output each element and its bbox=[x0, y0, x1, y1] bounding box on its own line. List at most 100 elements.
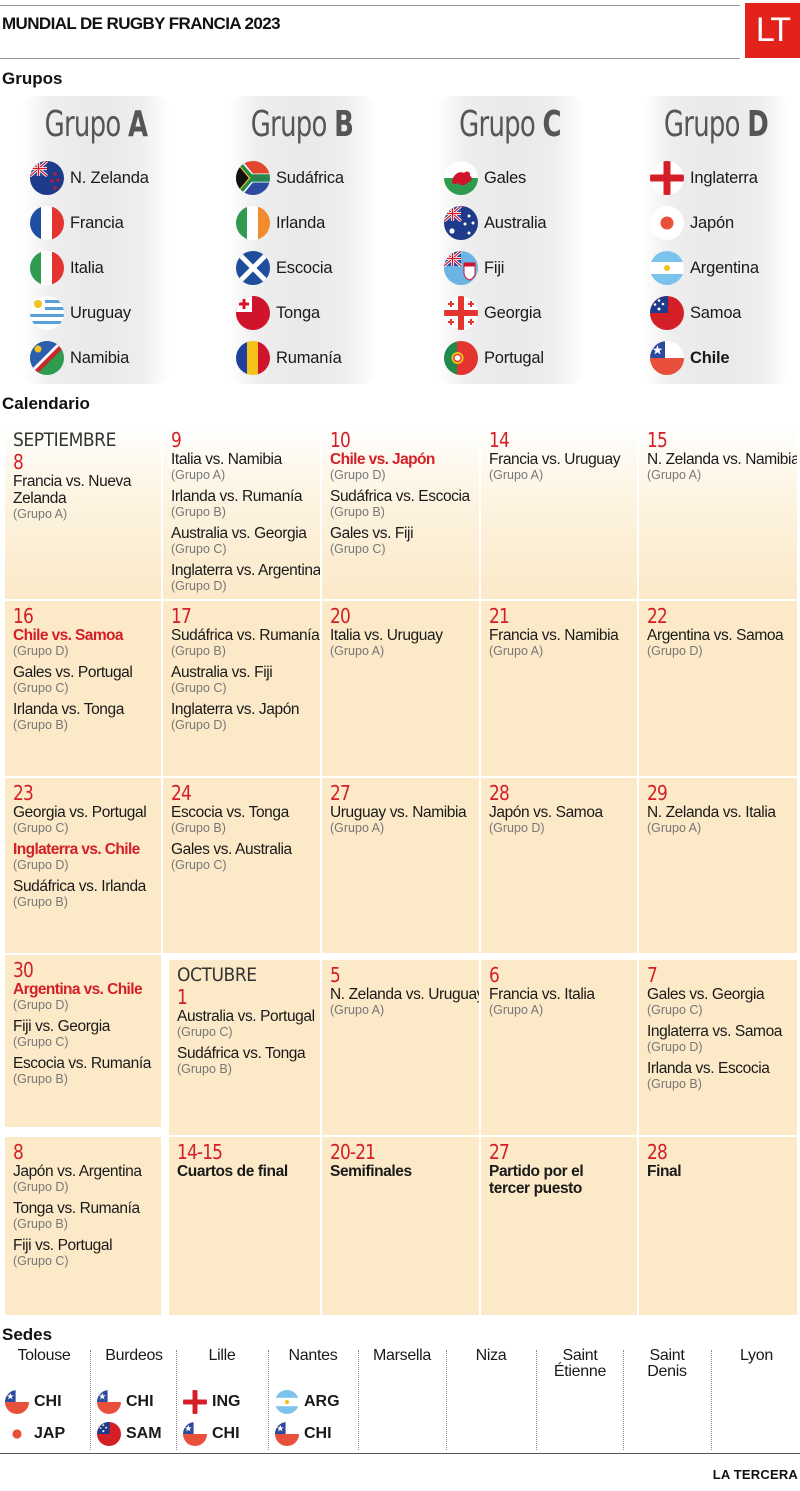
match: Fiji vs. Portugal bbox=[13, 1237, 113, 1254]
georgia-flag-icon bbox=[444, 296, 478, 330]
group-label: Grupo bbox=[44, 104, 122, 145]
venue-team: ARG bbox=[275, 1390, 340, 1414]
south-africa-flag-icon bbox=[236, 161, 270, 195]
match-group: (Grupo A) bbox=[647, 821, 702, 835]
team-item: Francia bbox=[30, 206, 124, 240]
tonga-flag-icon bbox=[236, 296, 270, 330]
venue-team: CHI bbox=[97, 1390, 154, 1414]
venue-column: Lyon bbox=[713, 1348, 800, 1453]
team-item: Fiji bbox=[444, 251, 504, 285]
match-group: (Grupo B) bbox=[13, 1072, 68, 1086]
calendar-day-cell: 6 Francia vs. Italia (Grupo A) bbox=[481, 960, 637, 1135]
uruguay-flag-icon bbox=[30, 296, 64, 330]
day-number: 8 bbox=[13, 1140, 24, 1164]
match-group: (Grupo C) bbox=[171, 681, 227, 695]
team-name: Fiji bbox=[484, 258, 505, 277]
day-number: 29 bbox=[647, 781, 668, 805]
group-card-a: Grupo A bbox=[22, 96, 170, 384]
venue-team: CHI bbox=[5, 1390, 62, 1414]
venue-divider bbox=[711, 1350, 712, 1450]
italy-flag-icon bbox=[30, 251, 64, 285]
day-number: 27 bbox=[489, 1140, 510, 1164]
team-item: Australia bbox=[444, 206, 547, 240]
match: Inglaterra vs. Japón bbox=[171, 701, 300, 718]
match-group: (Grupo A) bbox=[330, 821, 385, 835]
venue-column: Niza bbox=[448, 1348, 534, 1453]
chile-flag-icon bbox=[275, 1422, 299, 1446]
calendar-day-cell: 21 Francia vs. Namibia (Grupo A) bbox=[481, 601, 637, 776]
venue-team-code: SAM bbox=[126, 1425, 162, 1442]
venue-divider bbox=[176, 1350, 177, 1450]
group-letter: C bbox=[542, 104, 562, 145]
calendar-day-cell: 27 Uruguay vs. Namibia (Grupo A) bbox=[322, 778, 479, 953]
venue-column: Tolouse CHI JAP bbox=[0, 1348, 88, 1453]
group-label: Grupo bbox=[663, 104, 741, 145]
match: Irlanda vs. Tonga bbox=[13, 701, 124, 718]
team-item: Japón bbox=[650, 206, 734, 240]
match: Georgia vs. Portugal bbox=[13, 804, 147, 821]
calendar-day-cell: 14-15 Cuartos de final bbox=[169, 1137, 320, 1315]
source-credit: LA TERCERA bbox=[712, 1467, 798, 1482]
group-title: Grupo D bbox=[663, 104, 770, 145]
team-name: Sudáfrica bbox=[276, 168, 344, 187]
day-number: 5 bbox=[330, 963, 341, 987]
team-item: Tonga bbox=[236, 296, 320, 330]
venue-name: Saint Denis bbox=[647, 1347, 687, 1380]
calendar-day-cell: 29 N. Zelanda vs. Italia (Grupo A) bbox=[639, 778, 797, 953]
team-item: Italia bbox=[30, 251, 104, 285]
match: Fiji vs. Georgia bbox=[13, 1018, 110, 1035]
match-group: (Grupo A) bbox=[330, 1003, 385, 1017]
team-name: Francia bbox=[70, 213, 124, 232]
team-name: Irlanda bbox=[276, 213, 326, 232]
samoa-flag-icon bbox=[650, 296, 684, 330]
venue-team: ING bbox=[183, 1390, 240, 1414]
scotland-flag-icon bbox=[236, 251, 270, 285]
match-group: (Grupo B) bbox=[177, 1062, 232, 1076]
match: N. Zelanda vs. Namibia bbox=[647, 451, 797, 468]
samoa-flag-icon bbox=[97, 1422, 121, 1446]
match-group: (Grupo B) bbox=[330, 505, 385, 519]
team-item: N. Zelanda bbox=[30, 161, 149, 195]
match-group: (Grupo A) bbox=[647, 468, 702, 482]
match-group: (Grupo B) bbox=[647, 1077, 702, 1091]
match: Sudáfrica vs. Tonga bbox=[177, 1045, 306, 1062]
chile-flag-icon bbox=[183, 1422, 207, 1446]
day-number: 21 bbox=[489, 604, 510, 628]
group-label: Grupo bbox=[250, 104, 328, 145]
calendar-day-cell: 7 Gales vs. Georgia (Grupo C) Inglaterra vs… bbox=[639, 960, 797, 1135]
team-name: Namibia bbox=[70, 348, 130, 367]
calendar-day-cell: 9 Italia vs. Namibia (Grupo A) Irlanda vs. … bbox=[163, 425, 320, 599]
match-group: (Grupo B) bbox=[171, 505, 226, 519]
calendar-day-cell: 10 Chile vs. Japón (Grupo D) Sudáfrica vs. … bbox=[322, 425, 479, 599]
match: Irlanda vs. Rumanía bbox=[171, 488, 303, 505]
match-group: (Grupo C) bbox=[13, 821, 69, 835]
venue-team-code: ING bbox=[212, 1393, 241, 1410]
venue-name: Lyon bbox=[740, 1347, 773, 1364]
match-group: (Grupo D) bbox=[13, 644, 69, 658]
match: Australia vs. Georgia bbox=[171, 525, 307, 542]
venue-team-code: CHI bbox=[34, 1393, 62, 1410]
argentina-flag-icon bbox=[275, 1390, 299, 1414]
venue-divider bbox=[90, 1350, 91, 1450]
month-label: SEPTIEMBRE bbox=[13, 429, 116, 451]
team-item: Georgia bbox=[444, 296, 542, 330]
chile-match: Inglaterra vs. Chile bbox=[13, 841, 140, 858]
calendar-day-cell: 23 Georgia vs. Portugal (Grupo C) Inglaterr… bbox=[5, 778, 161, 953]
day-number: 30 bbox=[13, 958, 34, 982]
team-name: Escocia bbox=[276, 258, 333, 277]
japan-flag-icon bbox=[650, 206, 684, 240]
match-group: (Grupo B) bbox=[171, 821, 226, 835]
venue-divider bbox=[268, 1350, 269, 1450]
match-group: (Grupo B) bbox=[171, 644, 226, 658]
team-item: Sudáfrica bbox=[236, 161, 344, 195]
australia-flag-icon bbox=[444, 206, 478, 240]
day-number: 16 bbox=[13, 604, 34, 628]
venue-name: Burdeos bbox=[105, 1347, 163, 1364]
venue-divider bbox=[536, 1350, 537, 1450]
match: Escocia vs. Tonga bbox=[171, 804, 289, 821]
chile-flag-icon bbox=[650, 341, 684, 375]
venue-team-code: CHI bbox=[304, 1425, 332, 1442]
calendar-day-cell: SEPTIEMBRE 8 Francia vs. Nueva Zelanda (Gru… bbox=[5, 425, 161, 599]
group-letter: B bbox=[334, 104, 354, 145]
team-name: Inglaterra bbox=[690, 168, 758, 187]
